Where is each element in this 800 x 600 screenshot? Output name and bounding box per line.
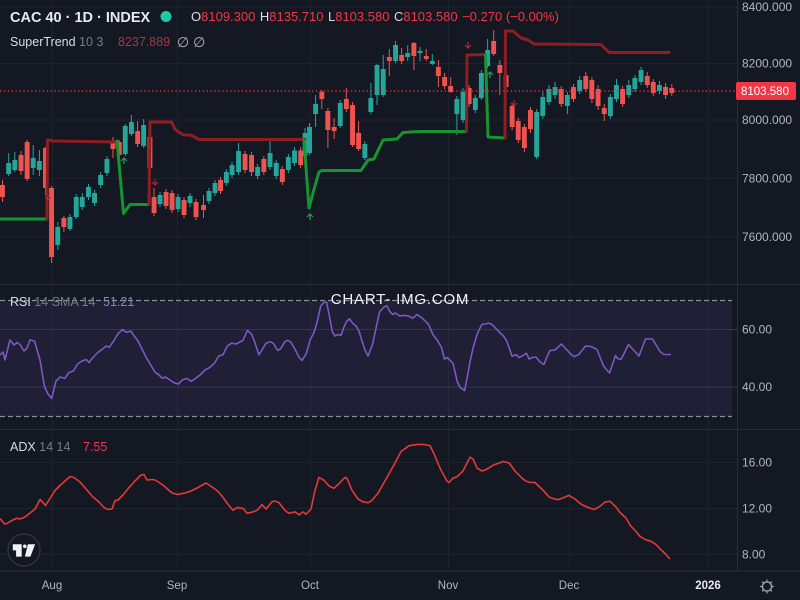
svg-text:51.21: 51.21	[103, 295, 134, 309]
svg-text:7.55: 7.55	[83, 440, 107, 454]
svg-text:7800.000: 7800.000	[742, 172, 792, 186]
svg-text:CAC 40 · 1D · INDEX: CAC 40 · 1D · INDEX	[10, 10, 151, 26]
svg-text:7600.000: 7600.000	[742, 230, 792, 244]
svg-text:∅ ∅: ∅ ∅	[177, 34, 205, 50]
svg-text:Aug: Aug	[42, 580, 62, 592]
svg-text:8.00: 8.00	[742, 548, 766, 562]
svg-text:12.00: 12.00	[742, 502, 772, 516]
svg-text:8237.889: 8237.889	[118, 35, 170, 49]
svg-text:60.00: 60.00	[742, 323, 772, 337]
svg-text:CHART- IMG.COM: CHART- IMG.COM	[331, 291, 469, 308]
svg-text:ADX 14 14: ADX 14 14	[10, 440, 71, 454]
svg-text:40.00: 40.00	[742, 380, 772, 394]
svg-text:SuperTrend 10 3: SuperTrend 10 3	[10, 35, 103, 49]
svg-text:8103.580: 8103.580	[741, 86, 789, 98]
svg-text:RSI 14 SMA 14: RSI 14 SMA 14	[10, 295, 96, 309]
svg-text:8200.000: 8200.000	[742, 57, 792, 71]
svg-text:Dec: Dec	[559, 580, 580, 592]
svg-text:8400.000: 8400.000	[742, 0, 792, 14]
svg-text:Oct: Oct	[301, 580, 320, 592]
svg-text:16.00: 16.00	[742, 456, 772, 470]
svg-text:2026: 2026	[695, 580, 721, 592]
svg-text:Sep: Sep	[167, 580, 187, 592]
svg-text:8000.000: 8000.000	[742, 113, 792, 127]
svg-text:Nov: Nov	[438, 580, 459, 592]
